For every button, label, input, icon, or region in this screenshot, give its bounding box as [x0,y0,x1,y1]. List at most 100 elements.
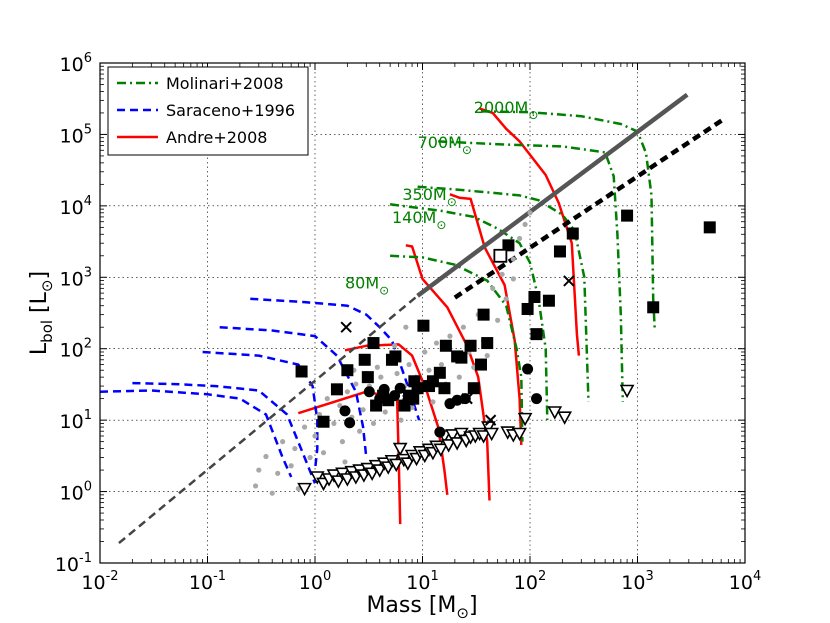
cross-point [563,275,575,287]
filled-circle-point [394,382,406,394]
open-triangle-point [557,411,572,425]
gray-data-point [510,256,516,262]
legend-label: Molinari+2008 [166,74,284,93]
open-triangle-point [512,427,527,442]
gray-data-point [490,285,496,291]
filled-square-point [358,353,371,366]
legend-label: Saraceno+1996 [166,101,295,120]
y-tick-label: 106 [60,51,92,76]
filled-square-point [370,399,383,412]
cross-point [484,414,497,426]
filled-square-point [481,337,494,350]
filled-square-point [295,365,308,378]
filled-square-point [553,245,566,258]
filled-circle-point [531,393,543,405]
y-axis-label: Lbol [L⊙] [27,271,56,355]
gray-data-point [295,486,301,492]
gray-data-point [391,343,398,349]
gray-solid-relation [416,92,689,298]
gray-data-point [516,235,523,242]
open-triangle-point [400,457,416,471]
gray-data-point [460,324,466,330]
x-axis-label: Mass [M⊙] [366,593,477,622]
filled-circle-point [363,386,375,398]
open-square-point [493,248,508,263]
gray-data-point [378,374,384,380]
gray-data-point [426,367,432,373]
gray-data-point [337,402,343,409]
mass-annotation: 2000M⊙ [474,98,539,122]
andre-2008track-line [449,193,523,445]
filled-square-point [621,209,634,222]
gray-data-point [312,433,318,439]
filled-square-point [367,337,380,350]
filled-square-point [528,290,541,303]
gray-data-point [342,459,348,465]
gray-data-point [382,409,388,415]
gray-data-point [456,374,462,380]
filled-circle-point [339,405,351,417]
gray-data-point [503,296,509,302]
x-tick-label: 100 [299,569,331,594]
lines-layer [100,92,724,545]
gray-data-point [331,420,337,427]
gray-data-point [406,361,412,368]
gray-data-point [344,389,350,395]
filled-square-point [474,358,487,371]
filled-square-point [703,221,716,234]
gray-data-point [409,404,415,411]
markers-layer [295,209,716,497]
filled-circle-point [459,393,471,405]
gray-data-point [438,361,445,368]
gray-data-point [370,420,377,427]
gray-data-point [360,407,366,413]
gray-data-point [484,353,490,359]
filled-square-point [464,339,477,352]
open-triangle-point [309,471,325,485]
open-triangle-point [433,443,449,458]
filled-square-point [438,382,451,395]
gray-data-point [398,417,404,423]
open-triangle-point [449,437,465,451]
gray-data-point [499,271,505,277]
cross-point [340,321,352,333]
open-triangle-point [484,427,500,442]
x-tick-label: 104 [729,569,761,594]
filled-square-point [647,301,660,314]
open-triangle-point [297,482,312,497]
x-tick-label: 103 [621,569,653,594]
gray-data-point [510,276,516,282]
gray-data-point [394,370,400,377]
x-tick-label: 101 [406,569,438,594]
filled-square-point [330,383,343,396]
gray-data-point [263,453,269,460]
molinari-2008track-line [438,140,625,402]
gray-data-point [403,324,409,330]
black-dashed-relation [453,117,724,300]
mass-annotation: 80M⊙ [345,273,389,297]
filled-square-point [467,382,480,395]
ticks-layer: 10-2 10-1 100 101 102 103 10410-11001011021031… [55,51,761,594]
y-tick-label: 102 [60,337,92,362]
filled-square-point [341,364,354,377]
y-tick-label: 105 [60,122,92,147]
filled-square-point [361,371,374,384]
saraceno-1996track-line [132,381,317,484]
gray-data-point [320,450,327,456]
filled-square-point [542,294,555,307]
x-tick-label: 10-1 [189,569,226,594]
filled-square-point [389,350,402,363]
filled-square-point [317,415,330,428]
gray-data-point [269,490,275,496]
filled-circle-point [522,363,534,375]
y-tick-label: 10-1 [55,551,92,576]
open-triangle-point [388,458,404,473]
legend-label: Andre+2008 [166,128,267,147]
molinari-2008track-line [389,203,549,421]
cross-point [402,394,414,406]
legend: Molinari+2008 Saraceno+1996 Andre+2008 [107,66,309,156]
saraceno-1996track-line [202,350,319,471]
open-triangle-point [619,384,635,399]
filled-square-point [530,328,543,341]
